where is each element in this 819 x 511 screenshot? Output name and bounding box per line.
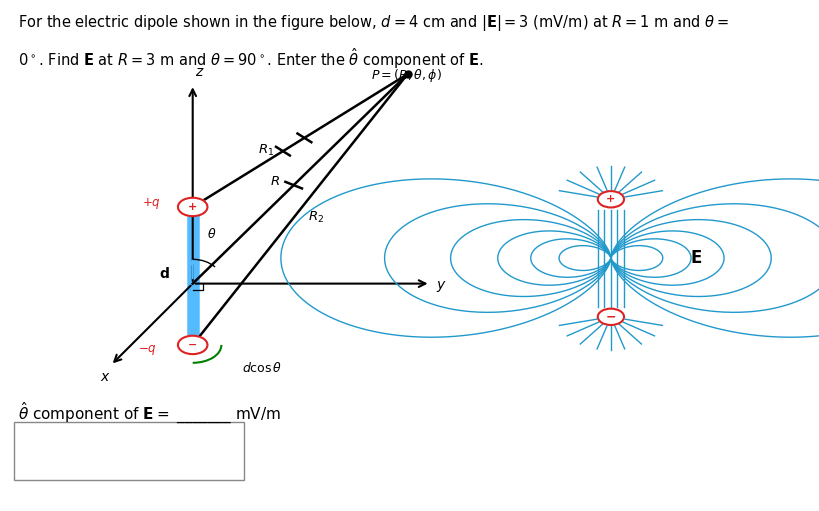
Text: −: − (605, 310, 615, 323)
Text: $\hat{\theta}$ component of $\mathbf{E} =$ _______ mV/m: $\hat{\theta}$ component of $\mathbf{E} … (18, 401, 281, 427)
Text: $+q$: $+q$ (142, 196, 161, 211)
Text: +: + (188, 202, 197, 212)
Text: $R_1$: $R_1$ (258, 143, 274, 158)
Text: y: y (436, 277, 444, 292)
Text: $0^\circ$. Find $\mathbf{E}$ at $R = 3$ m and $\theta = 90^\circ$. Enter the $\h: $0^\circ$. Find $\mathbf{E}$ at $R = 3$ … (18, 46, 483, 71)
Text: $d\cos\theta$: $d\cos\theta$ (242, 361, 282, 375)
Text: −: − (188, 340, 197, 350)
FancyBboxPatch shape (14, 422, 243, 480)
Circle shape (178, 336, 207, 354)
Text: For the electric dipole shown in the figure below, $d = 4$ cm and $|\mathbf{E}| : For the electric dipole shown in the fig… (18, 13, 728, 33)
Circle shape (597, 309, 623, 325)
Text: $P=(R,\theta,\phi)$: $P=(R,\theta,\phi)$ (371, 67, 442, 84)
Text: $R_2$: $R_2$ (307, 210, 324, 225)
Text: $\theta$: $\theta$ (206, 227, 215, 241)
Text: $R$: $R$ (269, 175, 279, 188)
Text: +: + (605, 194, 615, 204)
Text: x: x (101, 370, 109, 384)
Text: $-q$: $-q$ (138, 342, 156, 357)
Text: z: z (195, 65, 202, 79)
Circle shape (597, 191, 623, 207)
Text: $\mathbf{d}$: $\mathbf{d}$ (159, 266, 170, 281)
Circle shape (178, 198, 207, 216)
Text: $\mathbf{E}$: $\mathbf{E}$ (690, 249, 702, 267)
